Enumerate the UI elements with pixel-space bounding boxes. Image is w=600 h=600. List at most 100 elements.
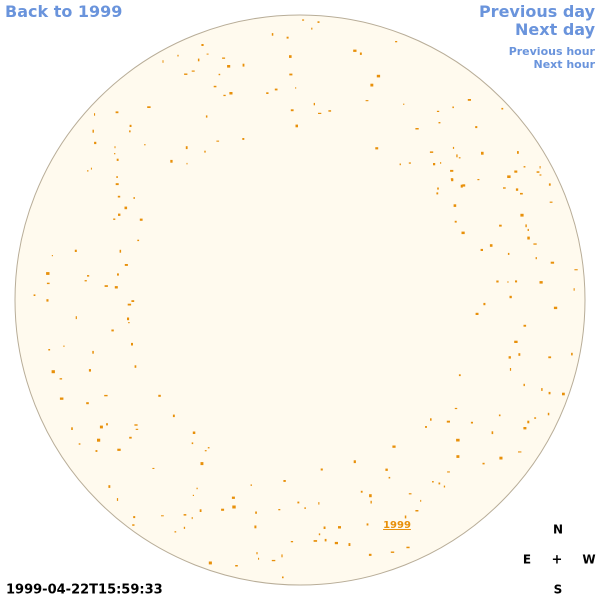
sunspot [548,391,551,395]
sunspot [118,213,121,216]
sunspot [266,92,269,94]
sunspot [183,514,187,516]
sunspot [368,553,372,556]
sunspot [536,171,540,173]
sunspot [304,507,306,509]
sunspot [456,455,460,458]
sunspot [137,239,140,242]
sunspot [128,322,130,324]
sunspot [458,157,461,159]
sunspot [456,154,458,158]
sunspot [242,63,245,67]
sunspot [242,138,245,140]
compass-south: S [554,583,563,597]
next-hour-link[interactable]: Next hour [533,58,596,71]
sunspot [75,316,77,320]
sunspot [87,275,90,277]
back-link[interactable]: Back to 1999 [5,2,123,21]
sunspot [127,303,132,306]
sunspot [458,374,461,377]
sunspot [562,392,565,396]
sunspot [74,249,77,252]
sunspot [129,124,132,127]
sunspot [161,515,164,517]
sunspot [548,183,551,186]
sunspot [514,170,518,173]
sunspot [84,280,87,282]
sunspot [483,302,486,306]
sunspot [213,85,217,88]
sunspot [177,54,179,57]
sunspot [353,49,357,52]
sunspot [204,150,206,153]
sunspot [320,468,323,471]
sunspot [223,94,226,97]
previous-hour-link[interactable]: Previous hour [508,45,595,58]
sunspot [573,288,575,291]
sunspot [94,113,96,116]
sunspot [523,166,526,168]
sunspot [87,170,89,172]
sunspot [443,485,446,488]
sunspot [520,213,524,217]
sunspot [462,184,466,187]
previous-day-link[interactable]: Previous day [478,2,595,21]
sunspot [517,151,519,154]
next-day-link[interactable]: Next day [515,20,595,39]
sunspot [507,252,510,255]
sunspot [415,128,419,130]
sunspot [375,147,379,150]
sunspot [360,490,363,493]
sunspot [117,273,119,276]
sunspot [404,515,407,519]
sunspot [302,19,305,21]
sunspot [199,509,202,512]
sunspot [527,236,530,240]
sunspot [452,146,455,149]
sunspot [271,33,274,36]
sunspot [48,349,51,351]
sunspot [436,110,440,112]
sunspot [452,106,454,109]
sunspot [88,369,91,372]
sunspot [539,166,541,169]
sunspot [295,87,297,89]
sunspot [197,58,200,62]
sunspot [221,508,225,511]
sunspot [539,281,543,284]
sunspot [124,264,128,266]
sunspot [348,543,351,546]
sunspot [438,482,441,485]
sunspot [338,526,341,529]
sunspot [318,533,321,536]
year-label[interactable]: 1999 [383,520,411,531]
sunspot [318,502,320,505]
sunspot [453,204,457,207]
sunspot [290,109,294,112]
sunspot [59,397,64,400]
sunspot [437,187,439,190]
sunspot [507,281,509,283]
sunspot [46,272,50,275]
sunspot [282,576,284,579]
sunspot [408,162,411,164]
sunspot [116,498,119,501]
sunspot [496,280,499,283]
compass-north: N [553,523,563,537]
sunspot [415,510,419,512]
sunspot [114,286,118,289]
sunspot [222,57,226,59]
sunspot [385,468,388,471]
sunspot [324,538,327,542]
sunspot [290,541,294,543]
sunspot [216,140,220,142]
sunspot [334,541,338,545]
sunspot [399,163,401,166]
sunspot [94,141,97,145]
sunspot [191,517,193,520]
sunspot [33,294,36,296]
sunspot [408,493,412,495]
sunspot [460,184,463,188]
sunspot [158,394,161,397]
sunspot [534,417,537,419]
